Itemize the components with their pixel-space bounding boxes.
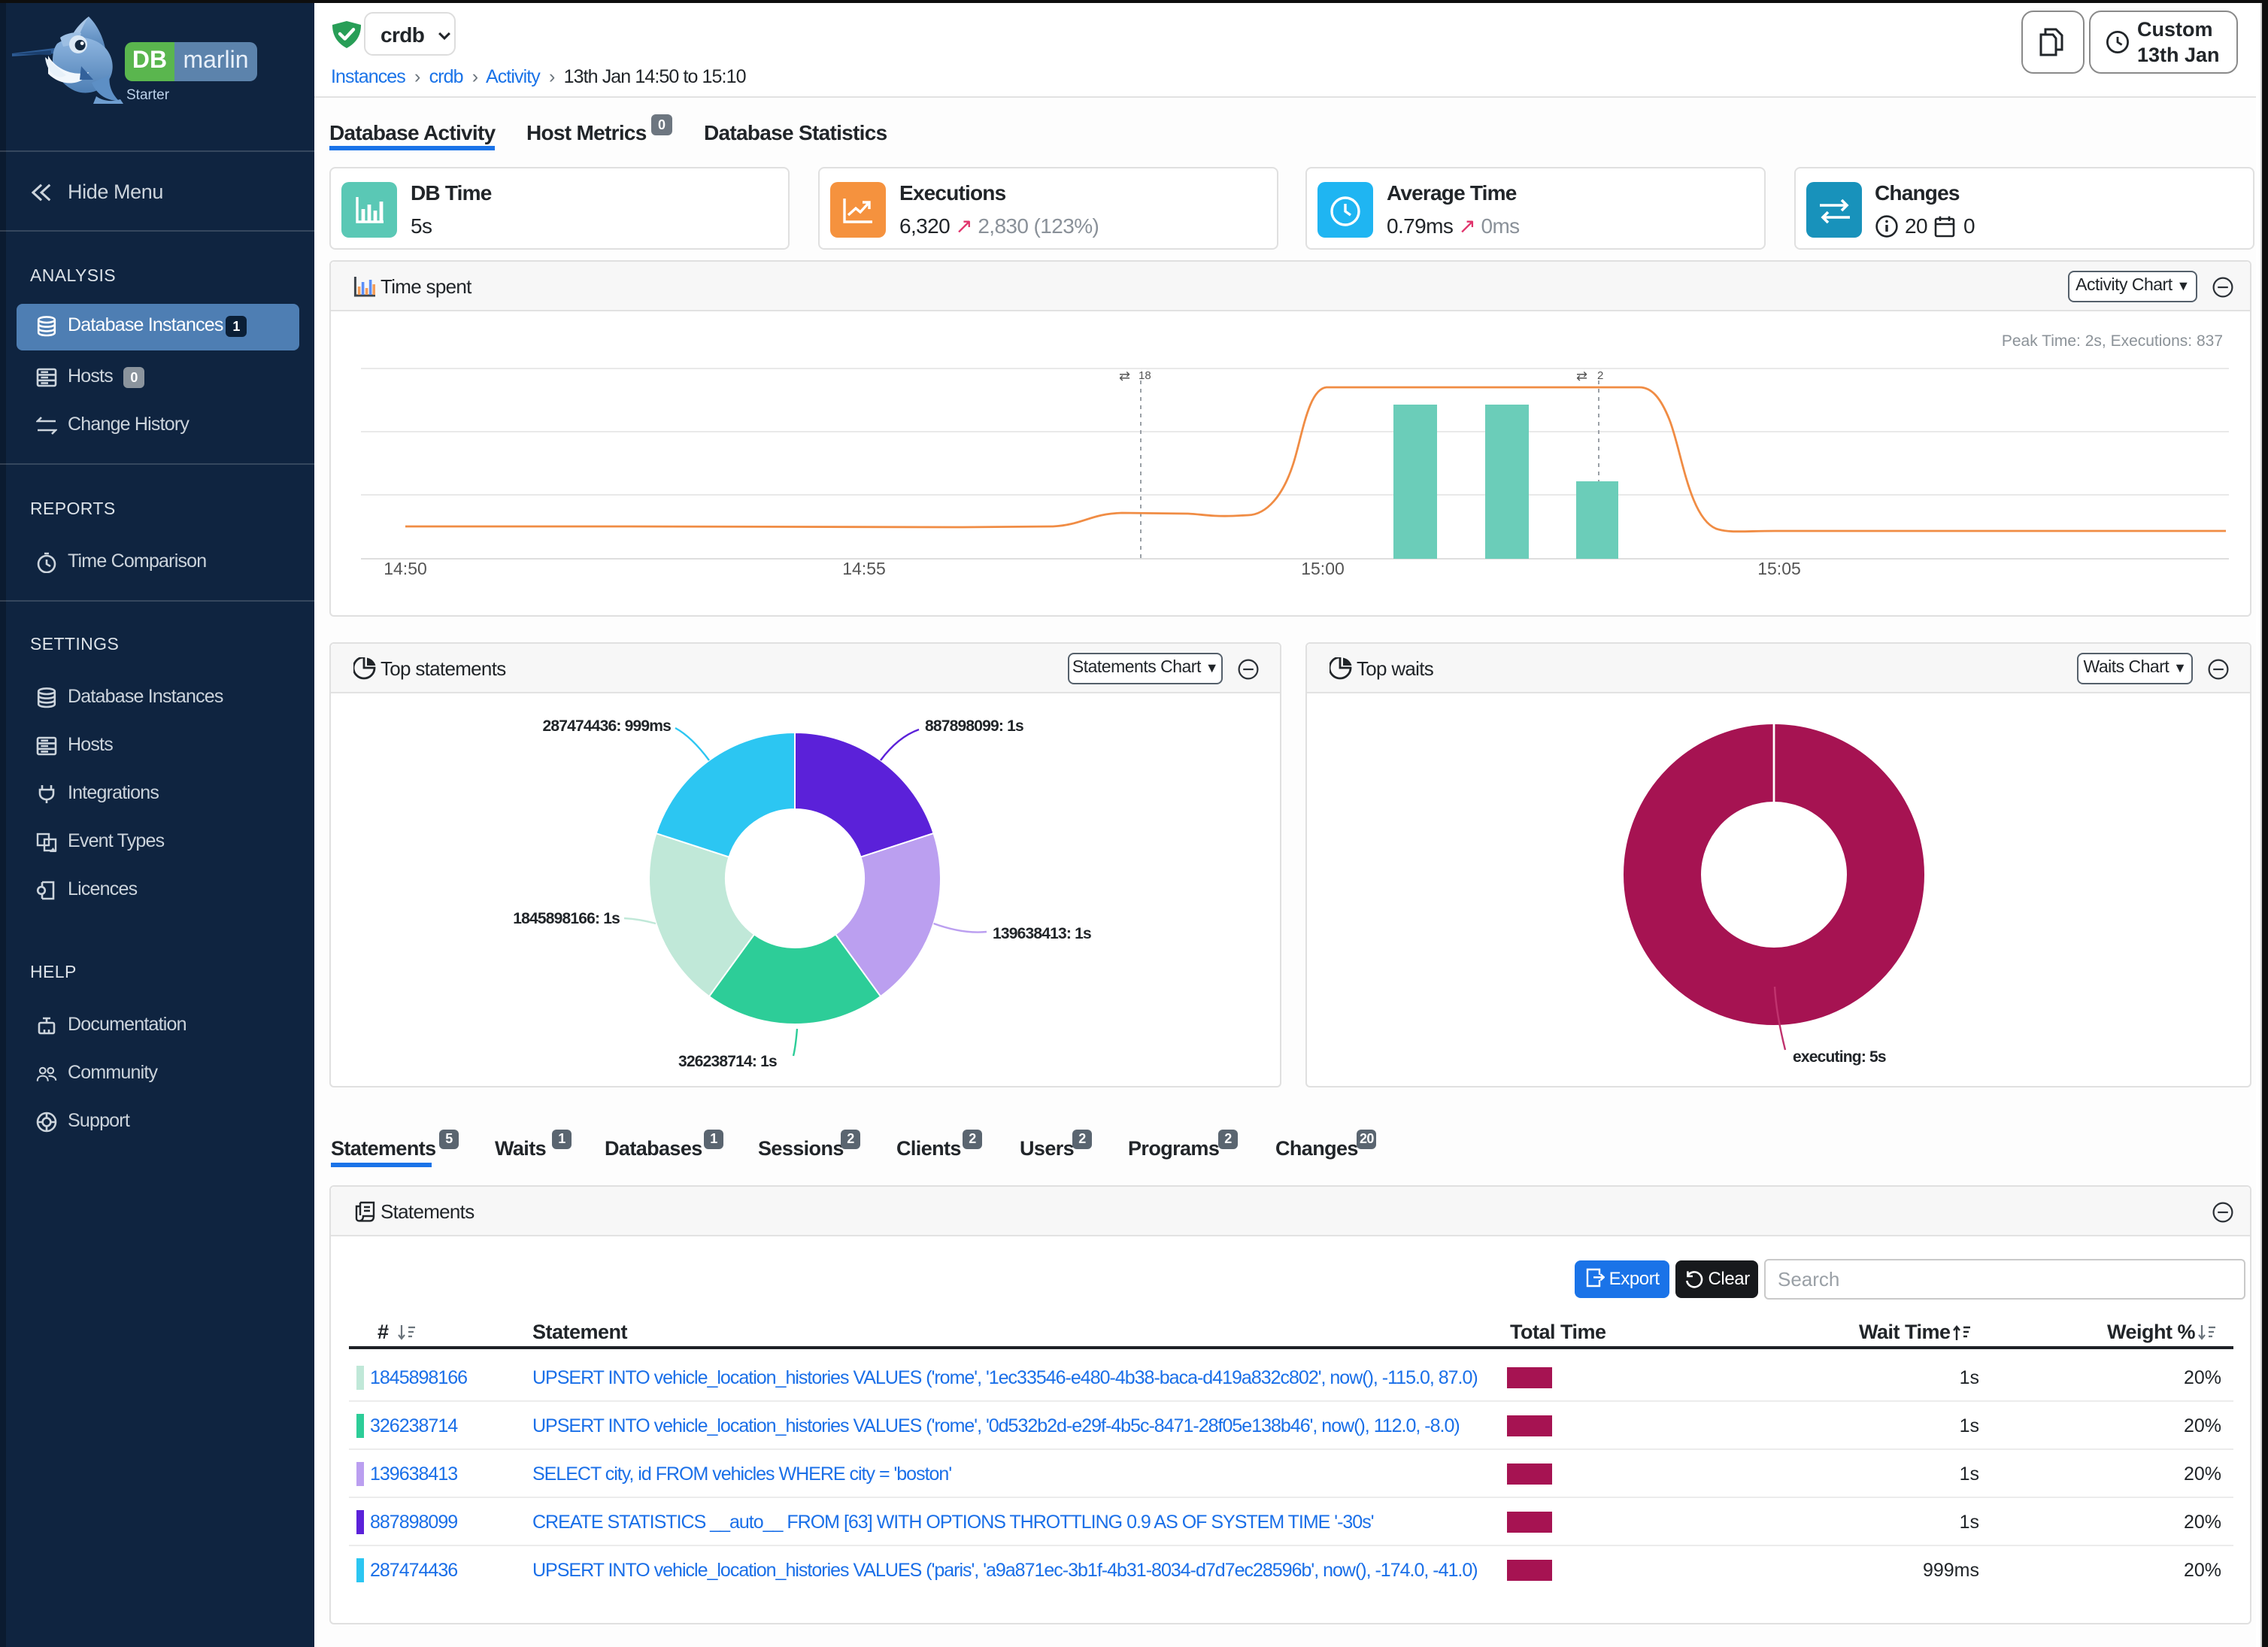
- svg-text:1845898166: 1s: 1845898166: 1s: [513, 910, 620, 927]
- svg-text:14:55: 14:55: [842, 559, 886, 578]
- svg-text:⇄: ⇄: [1119, 369, 1130, 384]
- svg-text:15:05: 15:05: [1757, 559, 1801, 578]
- svg-text:⇄: ⇄: [1576, 369, 1587, 384]
- svg-text:287474436: 999ms: 287474436: 999ms: [542, 717, 671, 735]
- svg-text:14:50: 14:50: [384, 559, 427, 578]
- svg-text:Peak Time: 2s, Executions: 837: Peak Time: 2s, Executions: 837: [2002, 332, 2223, 350]
- svg-text:2: 2: [1597, 369, 1603, 382]
- svg-text:15:00: 15:00: [1301, 559, 1345, 578]
- svg-text:executing: 5s: executing: 5s: [1793, 1048, 1886, 1066]
- svg-text:326238714: 1s: 326238714: 1s: [678, 1053, 777, 1070]
- svg-text:139638413: 1s: 139638413: 1s: [993, 925, 1091, 942]
- svg-text:887898099: 1s: 887898099: 1s: [925, 717, 1023, 735]
- svg-text:18: 18: [1139, 369, 1151, 382]
